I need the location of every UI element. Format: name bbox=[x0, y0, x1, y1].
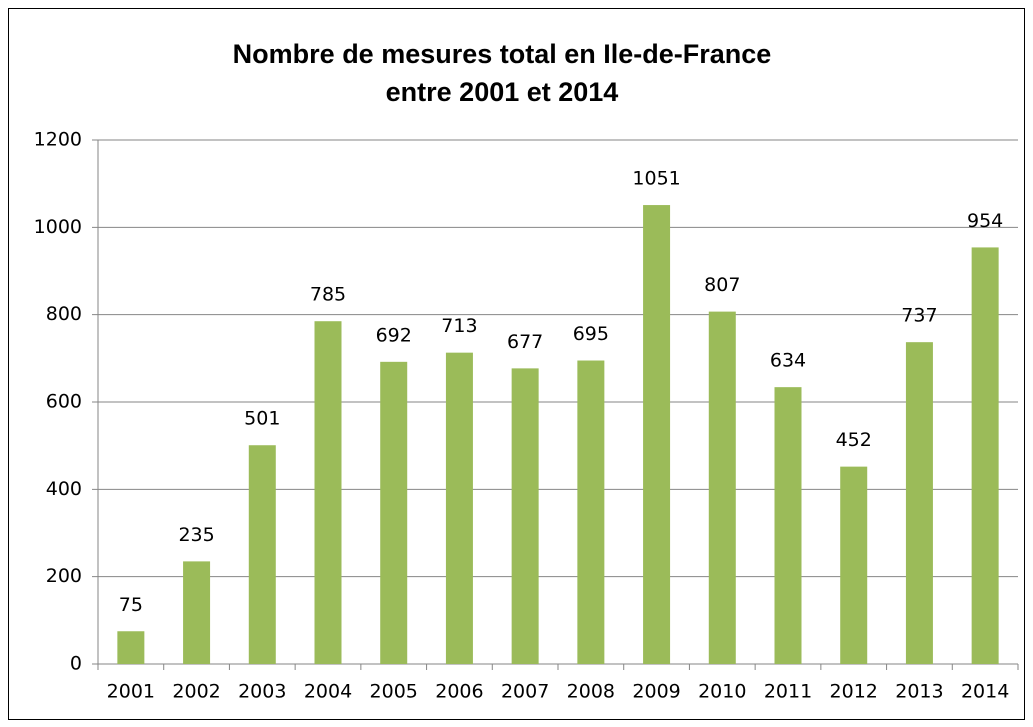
x-tick-label: 2011 bbox=[764, 681, 812, 703]
y-tick-label: 1000 bbox=[34, 216, 82, 238]
data-label: 807 bbox=[704, 274, 740, 296]
data-label: 452 bbox=[836, 429, 872, 451]
bar bbox=[643, 205, 671, 664]
data-label: 75 bbox=[119, 594, 143, 616]
bar bbox=[905, 342, 933, 664]
x-tick-label: 2012 bbox=[830, 681, 878, 703]
bar bbox=[117, 631, 145, 664]
y-tick-label: 400 bbox=[46, 478, 82, 500]
bar bbox=[708, 311, 736, 664]
y-tick-label: 200 bbox=[46, 565, 82, 587]
data-label: 695 bbox=[573, 323, 609, 345]
x-tick-label: 2010 bbox=[698, 681, 746, 703]
bar bbox=[971, 247, 999, 665]
bar bbox=[840, 466, 868, 664]
data-label: 713 bbox=[441, 315, 477, 337]
x-tick-label: 2003 bbox=[238, 681, 286, 703]
chart-title: entre 2001 et 2014 bbox=[386, 77, 619, 107]
x-tick-label: 2013 bbox=[895, 681, 943, 703]
data-label: 785 bbox=[310, 284, 346, 306]
data-label: 737 bbox=[901, 305, 937, 327]
data-label: 692 bbox=[376, 324, 412, 346]
data-label: 634 bbox=[770, 350, 806, 372]
bar bbox=[774, 387, 802, 664]
data-label: 235 bbox=[178, 524, 214, 546]
x-tick-label: 2007 bbox=[501, 681, 549, 703]
x-tick-label: 2008 bbox=[567, 681, 615, 703]
bar bbox=[183, 561, 211, 664]
data-label: 501 bbox=[244, 408, 280, 430]
x-tick-label: 2014 bbox=[961, 681, 1009, 703]
bar bbox=[511, 368, 539, 664]
x-tick-label: 2004 bbox=[304, 681, 352, 703]
x-tick-label: 2006 bbox=[435, 681, 483, 703]
y-tick-label: 0 bbox=[70, 653, 82, 675]
bar bbox=[248, 445, 276, 664]
x-tick-label: 2002 bbox=[172, 681, 220, 703]
x-tick-label: 2005 bbox=[370, 681, 418, 703]
x-tick-label: 2001 bbox=[107, 681, 155, 703]
y-tick-label: 600 bbox=[46, 391, 82, 413]
y-tick-label: 800 bbox=[46, 303, 82, 325]
data-label: 954 bbox=[967, 210, 1003, 232]
chart-title: Nombre de mesures total en Ile-de-France bbox=[233, 39, 772, 69]
bar bbox=[577, 360, 605, 664]
bar bbox=[314, 321, 342, 664]
y-tick-label: 1200 bbox=[34, 129, 82, 151]
bar bbox=[445, 352, 473, 664]
bar bbox=[380, 361, 408, 664]
x-tick-label: 2009 bbox=[632, 681, 680, 703]
data-label: 1051 bbox=[632, 168, 680, 190]
data-label: 677 bbox=[507, 331, 543, 353]
